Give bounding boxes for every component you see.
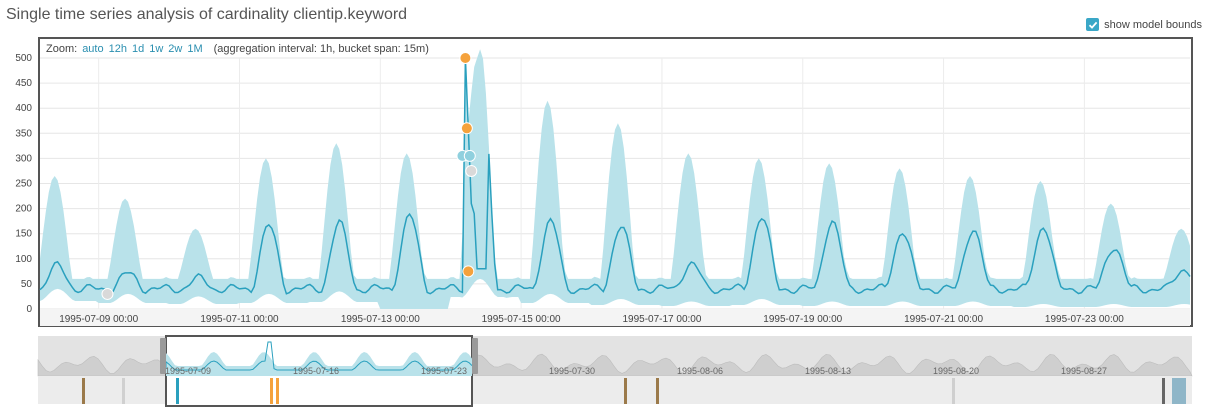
aggregation-info: (aggregation interval: 1h, bucket span: … <box>213 43 429 55</box>
zoom-1d-link[interactable]: 1d <box>131 43 145 55</box>
x-tick-label: 1995-07-21 00:00 <box>904 314 983 325</box>
swimlane-anomaly-mark <box>1162 378 1165 404</box>
model-bounds-area <box>40 49 1190 310</box>
context-x-label: 1995-08-20 <box>933 366 979 376</box>
actual-series-line <box>39 57 1191 295</box>
x-tick-label: 1995-07-09 00:00 <box>59 314 138 325</box>
y-tick-label: 50 <box>21 279 33 290</box>
context-x-label: 1995-07-16 <box>293 366 339 376</box>
zoom-bar: Zoom: auto 12h 1d 1w 2w 1M (aggregation … <box>46 43 429 55</box>
zoom-label: Zoom: <box>46 43 78 55</box>
swimlane-anomaly-mark <box>952 378 955 404</box>
anomaly-marker <box>463 149 476 162</box>
brush-handle <box>160 338 166 374</box>
context-x-label: 1995-07-09 <box>165 366 211 376</box>
x-tick-label: 1995-07-23 00:00 <box>1045 314 1124 325</box>
y-tick-label: 100 <box>15 254 32 265</box>
context-x-label: 1995-08-27 <box>1061 366 1107 376</box>
anomaly-markers <box>101 52 478 300</box>
context-brush-line <box>165 341 473 371</box>
swimlane-anomaly-mark <box>176 378 179 404</box>
y-tick-label: 200 <box>15 204 32 215</box>
anomaly-marker <box>101 287 114 300</box>
x-tick-label: 1995-07-17 00:00 <box>622 314 701 325</box>
x-tick-label: 1995-07-15 00:00 <box>482 314 561 325</box>
brush-handle <box>472 338 478 374</box>
anomaly-marker <box>460 122 473 135</box>
y-tick-label: 0 <box>26 304 32 315</box>
context-x-label: 1995-08-13 <box>805 366 851 376</box>
page-title: Single time series analysis of cardinali… <box>6 6 408 23</box>
y-tick-label: 150 <box>15 229 32 240</box>
checkbox-checked-icon[interactable] <box>1086 18 1100 31</box>
context-x-label: 1995-08-06 <box>677 366 723 376</box>
actual-values-line <box>39 57 1191 295</box>
zoom-12h-link[interactable]: 12h <box>108 43 127 55</box>
zoom-1w-link[interactable]: 1w <box>149 43 164 55</box>
swimlane-anomaly-mark <box>122 378 125 404</box>
anomaly-marker <box>462 265 475 278</box>
y-tick-label: 500 <box>15 53 32 64</box>
zoom-2w-link[interactable]: 2w <box>168 43 183 55</box>
y-axis-ticks: 0 50 100 150 200 250 300 350 400 450 500 <box>15 53 32 315</box>
x-tick-label: 1995-07-13 00:00 <box>341 314 420 325</box>
y-tick-label: 450 <box>15 78 32 89</box>
context-chart: 1995-07-09 1995-07-16 1995-07-23 1995-07-30… <box>37 335 1193 407</box>
y-tick-label: 300 <box>15 153 32 164</box>
x-tick-label: 1995-07-19 00:00 <box>763 314 842 325</box>
zoom-1m-link[interactable]: 1M <box>187 43 203 55</box>
y-tick-label: 250 <box>15 179 32 190</box>
swimlane-anomaly-mark <box>656 378 659 404</box>
context-x-label: 1995-07-30 <box>549 366 595 376</box>
context-x-label: 1995-07-23 <box>421 366 467 376</box>
y-tick-label: 350 <box>15 128 32 139</box>
swimlane-anomaly-mark <box>82 378 85 404</box>
swimlane-anomaly-mark <box>270 378 273 404</box>
anomaly-marker <box>465 164 478 177</box>
anomaly-marker <box>459 52 472 64</box>
show-model-bounds-toggle[interactable]: show model bounds <box>1086 18 1202 31</box>
zoom-auto-link[interactable]: auto <box>82 43 104 55</box>
model-bounds-band <box>40 49 1190 310</box>
y-tick-label: 400 <box>15 103 32 114</box>
x-tick-label: 1995-07-11 00:00 <box>200 314 279 325</box>
swimlane-anomaly-mark <box>1172 378 1186 404</box>
show-model-bounds-label: show model bounds <box>1104 18 1202 31</box>
x-axis-band <box>40 309 1190 326</box>
x-axis-ticks: 1995-07-09 00:00 1995-07-11 00:00 1995-07-… <box>40 309 1190 326</box>
swimlane-anomaly-mark <box>276 378 279 404</box>
swimlane-anomaly-mark <box>624 378 627 404</box>
